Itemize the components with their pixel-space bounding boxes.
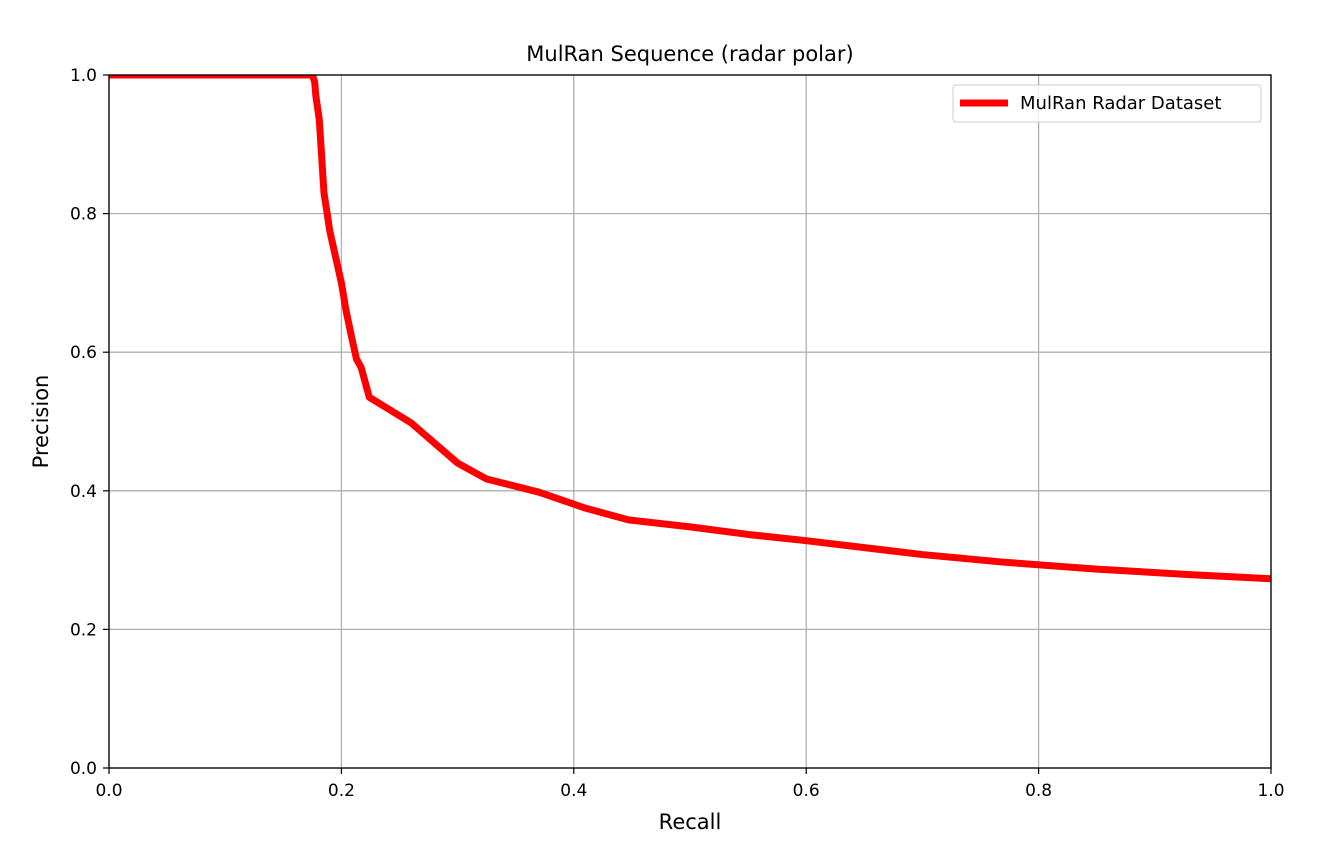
y-tick-label: 0.0 <box>70 759 97 779</box>
legend: MulRan Radar Dataset <box>952 84 1262 123</box>
x-tick-label: 0.2 <box>328 781 355 801</box>
y-tick-label: 0.6 <box>70 343 97 363</box>
y-tick-label: 0.8 <box>70 205 97 225</box>
y-axis-ticks: 0.0 0.2 0.4 0.6 0.8 1.0 <box>70 66 109 779</box>
x-axis-ticks: 0.0 0.2 0.4 0.6 0.8 1.0 <box>95 768 1285 801</box>
chart-title: MulRan Sequence (radar polar) <box>526 42 853 66</box>
y-tick-label: 1.0 <box>70 66 97 86</box>
y-axis-label: Precision <box>29 375 53 469</box>
x-tick-label: 1.0 <box>1257 781 1284 801</box>
series-layer <box>109 75 1271 583</box>
y-tick-label: 0.4 <box>70 482 97 502</box>
x-tick-label: 0.8 <box>1025 781 1052 801</box>
plot-frame <box>108 74 1272 769</box>
legend-entry-mulran-radar-dataset: MulRan Radar Dataset <box>1020 93 1221 114</box>
x-tick-label: 0.0 <box>95 781 122 801</box>
legend-box <box>952 84 1262 123</box>
x-axis-label: Recall <box>659 810 722 834</box>
y-tick-label: 0.2 <box>70 620 97 640</box>
series-line-0 <box>109 75 1271 583</box>
x-tick-label: 0.4 <box>560 781 587 801</box>
x-tick-label: 0.6 <box>793 781 820 801</box>
